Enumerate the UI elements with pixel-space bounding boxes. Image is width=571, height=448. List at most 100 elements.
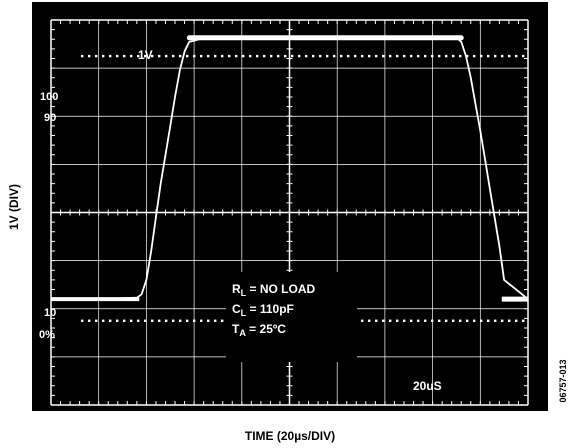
reference-dot (102, 54, 105, 58)
reference-dot (242, 54, 245, 58)
reference-dot (319, 54, 322, 58)
reference-dot (298, 54, 301, 58)
waveform-traces (51, 35, 529, 302)
reference-dot (109, 54, 112, 58)
reference-dot (95, 319, 98, 322)
reference-dot (151, 319, 154, 322)
reference-dot (417, 319, 420, 322)
reference-dot (424, 319, 427, 322)
reference-dot (214, 319, 217, 322)
annotation-background (226, 272, 357, 362)
reference-dot (312, 54, 315, 58)
marker-90-label: 90 (44, 112, 56, 124)
reference-dot (95, 54, 98, 58)
reference-dot (487, 319, 490, 322)
reference-dot (494, 54, 497, 58)
reference-dot (200, 54, 203, 58)
reference-dot (158, 54, 161, 58)
reference-dot (459, 54, 462, 58)
reference-dot (438, 319, 441, 322)
reference-dot (473, 319, 476, 322)
reference-dot (508, 54, 511, 58)
reference-dot (277, 54, 280, 58)
reference-dot (494, 319, 497, 322)
reference-dot (263, 54, 266, 58)
reference-dot (480, 319, 483, 322)
reference-dot (179, 54, 182, 58)
reference-dot (452, 319, 455, 322)
reference-dot (109, 319, 112, 322)
reference-dot (410, 54, 413, 58)
reference-dot (473, 54, 476, 58)
reference-dot (193, 319, 196, 322)
reference-dot (116, 54, 119, 58)
reference-dot (368, 54, 371, 58)
reference-dot (515, 54, 518, 58)
reference-dot (522, 54, 525, 58)
reference-dot (172, 319, 175, 322)
reference-dot (291, 54, 294, 58)
reference-dot (445, 54, 448, 58)
reference-dot (368, 319, 371, 322)
reference-dot (403, 54, 406, 58)
reference-dot (200, 319, 203, 322)
marker-100-label: 100 (40, 91, 58, 103)
reference-dot (88, 54, 91, 58)
reference-dot (326, 54, 329, 58)
reference-dot (158, 319, 161, 322)
reference-dot (424, 54, 427, 58)
reference-dot (501, 54, 504, 58)
reference-dot (508, 319, 511, 322)
reference-dot (172, 54, 175, 58)
annotation-capacitance: CL = 110pF (232, 302, 294, 318)
reference-dot (249, 54, 252, 58)
reference-dot (165, 319, 168, 322)
reference-dot (81, 54, 84, 58)
reference-dot (123, 54, 126, 58)
marker-0-label: 0% (39, 329, 55, 341)
reference-dot (228, 54, 231, 58)
reference-dot (186, 54, 189, 58)
figure-id: 06757-013 (558, 359, 568, 402)
marker-10-label: 10 (44, 307, 56, 319)
reference-dot (88, 319, 91, 322)
reference-dot (522, 319, 525, 322)
reference-dot (438, 54, 441, 58)
reference-dot (130, 54, 133, 58)
reference-dot (410, 319, 413, 322)
reference-dot (501, 319, 504, 322)
reference-dot (137, 319, 140, 322)
time-scale-label: 20uS (413, 379, 442, 393)
reference-dot (375, 54, 378, 58)
reference-dot (487, 54, 490, 58)
reference-dot (123, 319, 126, 322)
reference-dot (207, 54, 210, 58)
reference-dot (186, 319, 189, 322)
reference-dot (305, 54, 308, 58)
reference-dot (361, 319, 364, 322)
reference-dot (431, 54, 434, 58)
reference-dot (235, 54, 238, 58)
reference-dot (193, 54, 196, 58)
reference-dot (333, 54, 336, 58)
reference-dot (102, 319, 105, 322)
y-axis-label: 1V (DIV) (7, 184, 21, 230)
reference-dot (459, 319, 462, 322)
reference-dot (221, 319, 224, 322)
reference-dot (445, 319, 448, 322)
reference-dot (396, 319, 399, 322)
reference-dot (403, 319, 406, 322)
reference-dot (137, 54, 140, 58)
reference-dot (375, 319, 378, 322)
reference-dot (361, 54, 364, 58)
channel-scale-label: 1V (138, 48, 153, 62)
reference-dot (214, 54, 217, 58)
reference-dot (165, 54, 168, 58)
reference-dot (347, 54, 350, 58)
reference-dot (340, 54, 343, 58)
reference-dot (382, 54, 385, 58)
reference-dot (396, 54, 399, 58)
reference-dot (466, 54, 469, 58)
reference-dot (144, 319, 147, 322)
